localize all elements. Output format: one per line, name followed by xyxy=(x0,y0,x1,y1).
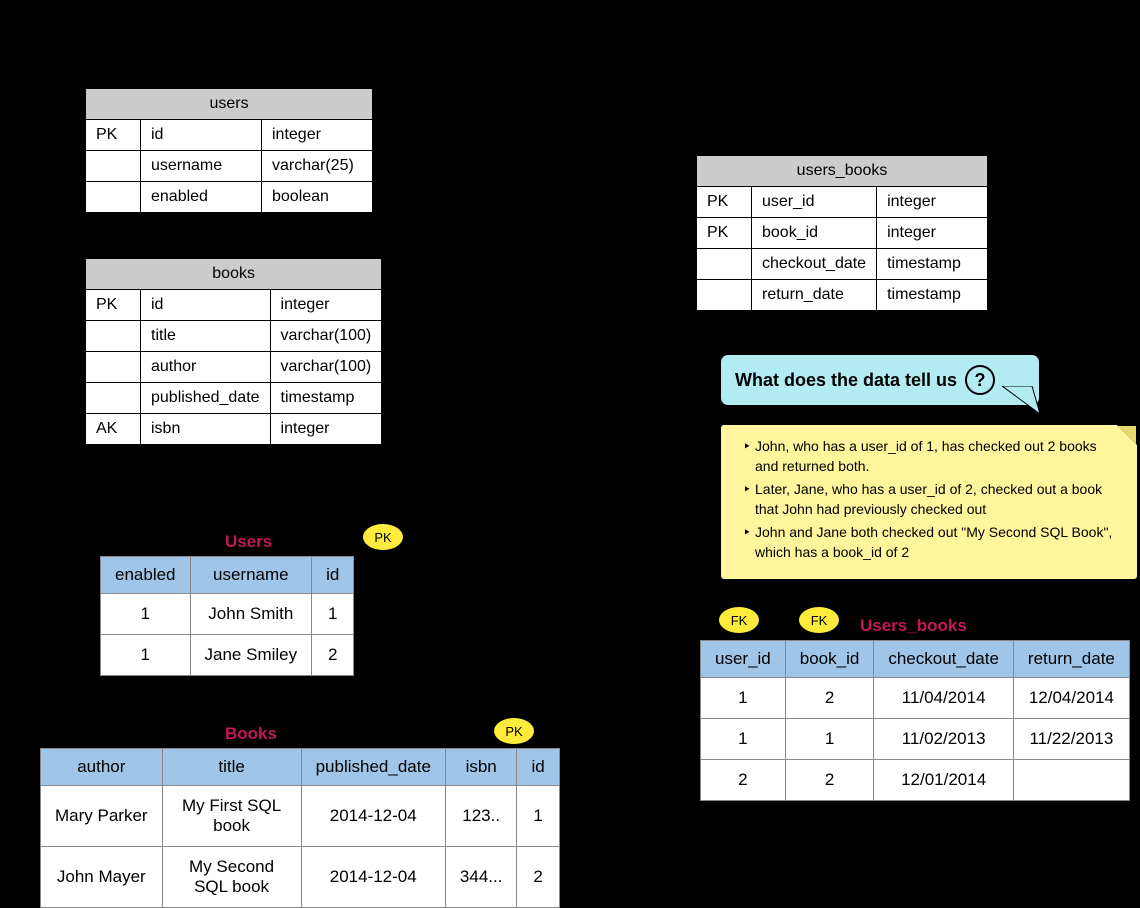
data-title-users-books: Users_books xyxy=(860,616,967,636)
table-row: 1John Smith1 xyxy=(101,594,354,635)
schema-table-books: books PKidinteger titlevarchar(100) auth… xyxy=(85,258,382,445)
table-row: Mary ParkerMy First SQL book2014-12-0412… xyxy=(41,786,560,847)
data-table-users: enabled username id 1John Smith1 1Jane S… xyxy=(100,556,354,676)
note-item: Later, Jane, who has a user_id of 2, che… xyxy=(755,480,1119,519)
schema-title-books: books xyxy=(86,259,382,290)
fk-badge-bookid: FK xyxy=(798,606,840,634)
note-item: John and Jane both checked out "My Secon… xyxy=(755,523,1119,562)
table-row: John MayerMy Second SQL book2014-12-0434… xyxy=(41,847,560,908)
schema-table-users-books: users_books PKuser_idinteger PKbook_idin… xyxy=(696,155,988,311)
data-users: enabled username id 1John Smith1 1Jane S… xyxy=(100,556,354,676)
pk-badge-books: PK xyxy=(493,717,535,745)
schema-title-users-books: users_books xyxy=(697,156,988,187)
data-title-users: Users xyxy=(225,532,272,552)
table-row: 1111/02/201311/22/2013 xyxy=(701,719,1130,760)
callout-header-text: What does the data tell us xyxy=(735,370,957,391)
table-row: 1211/04/201412/04/2014 xyxy=(701,678,1130,719)
question-icon: ? xyxy=(965,365,995,395)
callout-header: What does the data tell us ? xyxy=(720,354,1040,406)
schema-users: users PKidinteger usernamevarchar(25) en… xyxy=(85,88,373,213)
schema-users-books: users_books PKuser_idinteger PKbook_idin… xyxy=(696,155,988,311)
data-title-books: Books xyxy=(225,724,277,744)
data-books: author title published_date isbn id Mary… xyxy=(40,748,560,908)
note-item: John, who has a user_id of 1, has checke… xyxy=(755,437,1119,476)
data-note: John, who has a user_id of 1, has checke… xyxy=(720,424,1138,580)
data-users-books: user_id book_id checkout_date return_dat… xyxy=(700,640,1130,801)
callout-tail-icon xyxy=(1002,386,1042,416)
schema-table-users: users PKidinteger usernamevarchar(25) en… xyxy=(85,88,373,213)
table-row: 2212/01/2014 xyxy=(701,760,1130,801)
pk-badge-users: PK xyxy=(362,523,404,551)
schema-title-users: users xyxy=(86,89,373,120)
schema-books: books PKidinteger titlevarchar(100) auth… xyxy=(85,258,382,445)
data-table-books: author title published_date isbn id Mary… xyxy=(40,748,560,908)
table-row: 1Jane Smiley2 xyxy=(101,635,354,676)
data-table-users-books: user_id book_id checkout_date return_dat… xyxy=(700,640,1130,801)
fk-badge-userid: FK xyxy=(718,606,760,634)
